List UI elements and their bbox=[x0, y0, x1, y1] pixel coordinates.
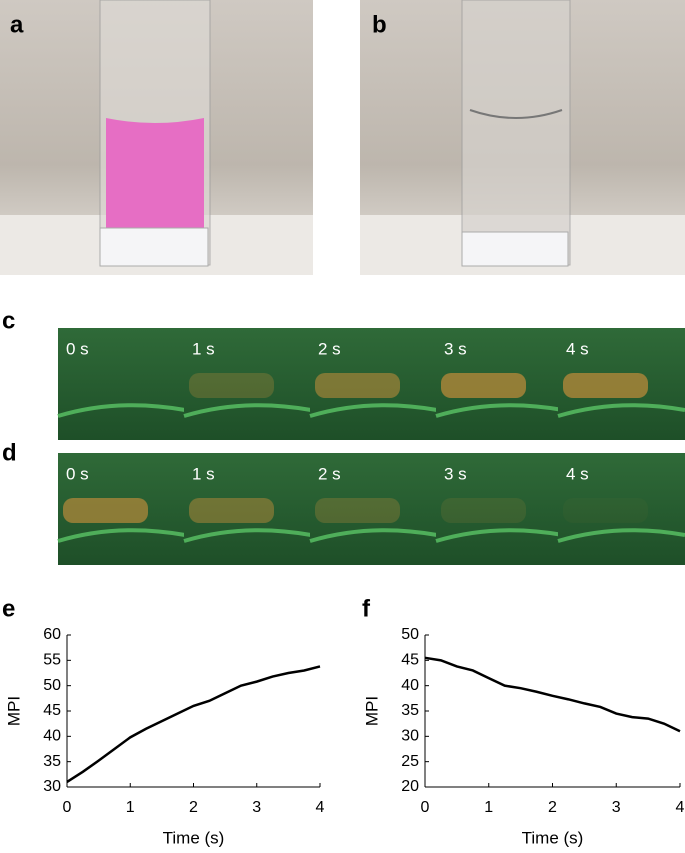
frame-glow bbox=[63, 498, 148, 523]
x-tick-label: 1 bbox=[126, 799, 135, 816]
frame-line bbox=[557, 528, 685, 543]
frame-label: 3 s bbox=[444, 464, 467, 483]
frame bbox=[436, 453, 563, 565]
panel-label: b bbox=[372, 11, 387, 38]
data-line bbox=[66, 665, 321, 783]
frame-glow bbox=[441, 373, 526, 398]
frame-label: 3 s bbox=[444, 339, 467, 358]
frame-glow bbox=[189, 373, 274, 398]
y-tick-label: 45 bbox=[401, 652, 419, 669]
frame-line bbox=[57, 403, 186, 418]
photo-b bbox=[360, 0, 685, 275]
x-tick-label: 2 bbox=[548, 799, 557, 816]
y-tick-label: 45 bbox=[43, 702, 61, 719]
x-axis-label: Time (s) bbox=[522, 828, 584, 847]
frame-line bbox=[57, 528, 186, 543]
photo-a bbox=[0, 0, 313, 275]
frame-glow bbox=[563, 373, 648, 398]
frames: 0 s 1 s 2 s 3 s 4 s 0 s 1 s 2 s 3 s 4 s bbox=[57, 328, 685, 565]
y-tick-label: 30 bbox=[401, 728, 419, 745]
x-tick-label: 0 bbox=[421, 799, 430, 816]
frame-line bbox=[435, 403, 564, 418]
frame bbox=[558, 453, 685, 565]
y-tick-label: 55 bbox=[43, 652, 61, 669]
x-tick-label: 4 bbox=[676, 799, 685, 816]
panel-label: f bbox=[362, 595, 371, 622]
frame-label: 2 s bbox=[318, 339, 341, 358]
frame-label: 0 s bbox=[66, 339, 89, 358]
frame-glow bbox=[441, 498, 526, 523]
y-axis-label: MPI bbox=[4, 696, 23, 726]
x-tick-label: 1 bbox=[484, 799, 493, 816]
y-tick-label: 30 bbox=[43, 778, 61, 795]
x-tick-label: 2 bbox=[189, 799, 198, 816]
y-tick-label: 25 bbox=[401, 753, 419, 770]
frame-line bbox=[183, 528, 312, 543]
panel-label: d bbox=[2, 439, 17, 466]
frame bbox=[58, 328, 185, 440]
frame-label: 1 s bbox=[192, 339, 215, 358]
frame-line bbox=[435, 528, 564, 543]
frame bbox=[310, 453, 437, 565]
frame-label: 4 s bbox=[566, 339, 589, 358]
frame-glow bbox=[315, 373, 400, 398]
y-tick-label: 35 bbox=[43, 753, 61, 770]
frame-label: 4 s bbox=[566, 464, 589, 483]
y-axis-label: MPI bbox=[362, 696, 381, 726]
x-axis-label: Time (s) bbox=[163, 828, 225, 847]
y-tick-label: 50 bbox=[43, 677, 61, 694]
frame-glow bbox=[315, 498, 400, 523]
frame-glow bbox=[563, 498, 648, 523]
y-tick-label: 40 bbox=[43, 728, 61, 745]
frame-label: 0 s bbox=[66, 464, 89, 483]
frame bbox=[184, 328, 311, 440]
frame-glow bbox=[189, 498, 274, 523]
frame-label: 1 s bbox=[192, 464, 215, 483]
x-tick-label: 0 bbox=[63, 799, 72, 816]
y-tick-label: 20 bbox=[401, 778, 419, 795]
frame-line bbox=[309, 403, 438, 418]
x-tick-label: 3 bbox=[252, 799, 261, 816]
panel-label: e bbox=[2, 595, 15, 622]
frame-line bbox=[557, 403, 685, 418]
y-tick-label: 60 bbox=[43, 626, 61, 643]
panel-label: c bbox=[2, 307, 15, 334]
frame-line bbox=[183, 403, 312, 418]
y-tick-label: 50 bbox=[401, 626, 419, 643]
frame-label: 2 s bbox=[318, 464, 341, 483]
x-tick-label: 3 bbox=[612, 799, 621, 816]
frame-line bbox=[309, 528, 438, 543]
x-tick-label: 4 bbox=[316, 799, 325, 816]
y-tick-label: 40 bbox=[401, 677, 419, 694]
y-tick-label: 35 bbox=[401, 702, 419, 719]
data-line bbox=[424, 656, 681, 733]
panel-label: a bbox=[10, 11, 24, 38]
